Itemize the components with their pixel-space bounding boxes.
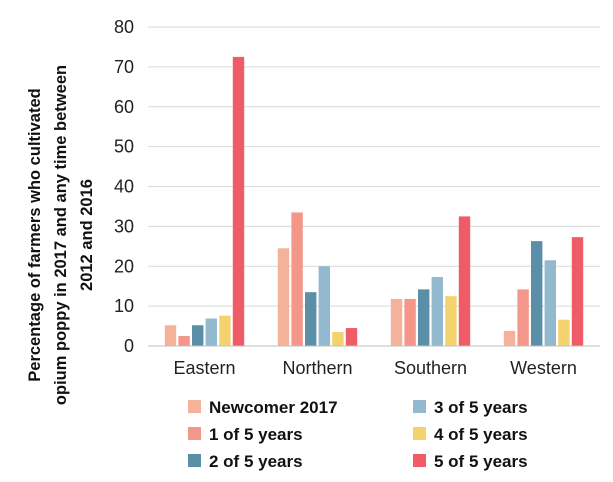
bar [164,325,177,346]
bar [558,319,570,346]
y-tick-label: 40 [114,177,134,197]
legend-label: Newcomer 2017 [209,398,338,417]
x-tick-label: Western [510,358,577,378]
bar [305,292,317,346]
legend: Newcomer 2017 1 of 5 years 2 of 5 years 3 o… [188,398,528,471]
bar [544,260,556,346]
x-tick-label: Eastern [173,358,235,378]
bar [445,296,457,346]
y-tick-label: 70 [114,57,134,77]
bar [205,318,217,346]
bars [164,56,584,346]
legend-swatch [188,400,201,413]
bar [431,277,443,346]
legend-swatch [413,400,426,413]
y-tick-label: 80 [114,17,134,37]
legend-label: 3 of 5 years [434,398,528,417]
bar [232,56,245,346]
bar [517,289,529,346]
bar [503,330,516,346]
bar [531,241,543,346]
x-tick-label: Southern [394,358,467,378]
bar [571,237,584,346]
bar [318,266,330,346]
y-tick-label: 0 [124,336,134,356]
x-tick-label: Northern [282,358,352,378]
legend-swatch [188,427,201,440]
y-tick-label: 50 [114,137,134,157]
bar [291,212,303,346]
bar [418,289,430,346]
legend-swatch [413,427,426,440]
y-tick-label: 20 [114,256,134,276]
bar [345,328,358,346]
legend-label: 4 of 5 years [434,425,528,444]
legend-swatch [188,454,201,467]
bar [458,216,471,346]
axes: 0 10 20 30 40 50 60 70 80 Eastern Northern Southern… [114,17,600,378]
y-axis-label-line: opium poppy in 2017 and any time between [52,65,70,405]
y-tick-label: 30 [114,216,134,236]
bar [404,298,416,346]
bar [219,315,231,346]
y-axis-label: Percentage of farmers who cultivated opiu… [26,65,96,405]
legend-label: 5 of 5 years [434,452,528,471]
legend-swatch [413,454,426,467]
bar [192,325,204,346]
y-tick-label: 60 [114,97,134,117]
bar [390,298,403,346]
bar [277,248,290,346]
legend-label: 2 of 5 years [209,452,303,471]
bar [332,332,344,346]
bar [178,336,190,346]
gridlines [148,26,600,347]
y-axis-label-line: 2012 and 2016 [78,179,96,291]
y-axis-label-line: Percentage of farmers who cultivated [26,88,44,381]
y-tick-label: 10 [114,296,134,316]
legend-label: 1 of 5 years [209,425,303,444]
